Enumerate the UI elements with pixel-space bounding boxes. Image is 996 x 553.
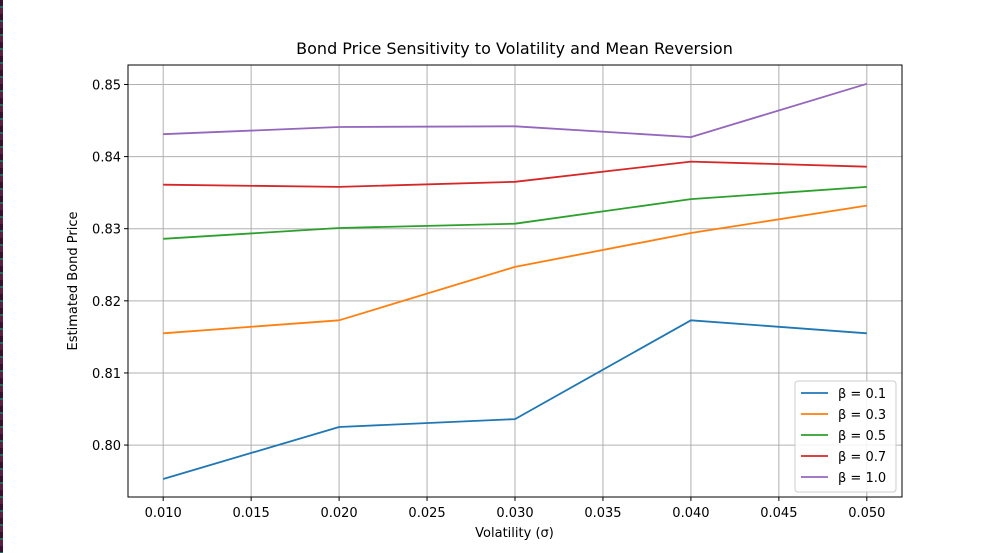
x-axis-ticks: 0.010 0.015 0.020 0.025 0.030 0.035 0.040 0.045… [145, 497, 885, 521]
x-tick-label: 0.020 [320, 506, 357, 521]
chart-title: Bond Price Sensitivity to Volatility and… [296, 39, 733, 58]
y-tick-label: 0.84 [92, 151, 121, 166]
legend: β = 0.1 β = 0.3 β = 0.5 β = 0.7 β = 1.0 [794, 380, 897, 493]
x-tick-label: 0.050 [848, 506, 885, 521]
x-tick-label: 0.045 [760, 506, 797, 521]
window-edge-strip [0, 0, 3, 553]
legend-label: β = 0.1 [838, 387, 886, 402]
y-axis-ticks: 0.80 0.81 0.82 0.83 0.84 0.85 [92, 78, 128, 454]
legend-box [794, 380, 897, 493]
series-line-3 [163, 186, 867, 240]
x-tick-label: 0.030 [496, 506, 533, 521]
y-tick-label: 0.85 [92, 78, 121, 93]
x-tick-label: 0.035 [584, 506, 621, 521]
y-tick-label: 0.82 [92, 295, 121, 310]
x-tick-label: 0.010 [145, 506, 182, 521]
legend-label: β = 0.3 [838, 408, 886, 423]
series-line-4 [163, 160, 867, 188]
x-tick-label: 0.025 [408, 506, 445, 521]
series-lines [162, 82, 868, 480]
y-tick-label: 0.81 [92, 367, 121, 382]
x-tick-label: 0.015 [233, 506, 270, 521]
legend-label: β = 0.5 [838, 429, 886, 444]
series-line-2 [163, 204, 867, 335]
grid [128, 65, 902, 497]
y-tick-label: 0.83 [92, 223, 121, 238]
y-axis-label: Estimated Bond Price [66, 211, 81, 350]
series-line-1 [162, 319, 867, 480]
legend-label: β = 1.0 [838, 471, 886, 486]
x-axis-label: Volatility (σ) [475, 526, 554, 541]
series-line-5 [163, 82, 868, 139]
x-tick-label: 0.040 [672, 506, 709, 521]
y-tick-label: 0.80 [92, 439, 121, 454]
legend-label: β = 0.7 [838, 450, 886, 465]
